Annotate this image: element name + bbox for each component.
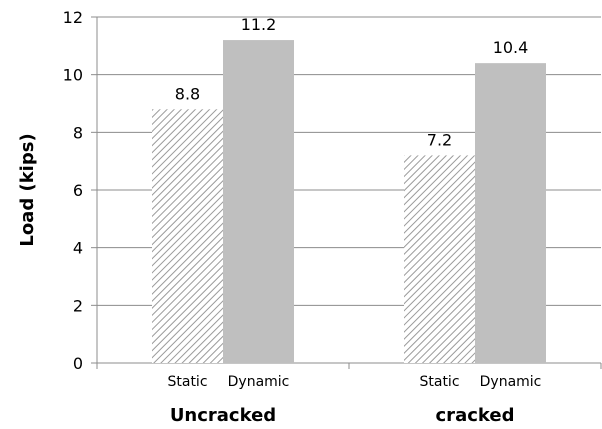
y-tick-label: 4 — [73, 239, 83, 258]
bar-dynamic-cracked — [475, 63, 546, 364]
data-label: 8.8 — [175, 84, 200, 103]
bars — [152, 40, 546, 364]
bar-static-cracked — [404, 155, 475, 363]
data-label: 7.2 — [427, 130, 452, 149]
y-tick-labels: 0 2 4 6 8 10 12 — [63, 8, 83, 373]
series-label: Static — [167, 374, 207, 390]
series-labels: Static Dynamic Static Dynamic — [167, 374, 541, 390]
data-label: 10.4 — [493, 38, 529, 57]
y-axis-title: Load (kips) — [17, 133, 38, 246]
series-label: Dynamic — [480, 374, 542, 390]
y-tick-label: 8 — [73, 123, 83, 142]
y-tick-label: 6 — [73, 181, 83, 200]
y-tick-label: 2 — [73, 296, 83, 315]
value-labels: 8.8 11.2 7.2 10.4 — [175, 15, 529, 149]
group-label: Uncracked — [170, 405, 276, 426]
data-label: 11.2 — [241, 15, 277, 34]
bar-static-uncracked — [152, 109, 223, 364]
group-label: cracked — [436, 405, 515, 426]
y-tick-label: 10 — [63, 66, 83, 85]
series-label: Dynamic — [228, 374, 290, 390]
series-label: Static — [419, 374, 459, 390]
y-tick-label: 12 — [63, 8, 83, 27]
y-tick-label: 0 — [73, 354, 83, 373]
bar-dynamic-uncracked — [223, 40, 294, 364]
group-labels: Uncracked cracked — [170, 405, 515, 426]
